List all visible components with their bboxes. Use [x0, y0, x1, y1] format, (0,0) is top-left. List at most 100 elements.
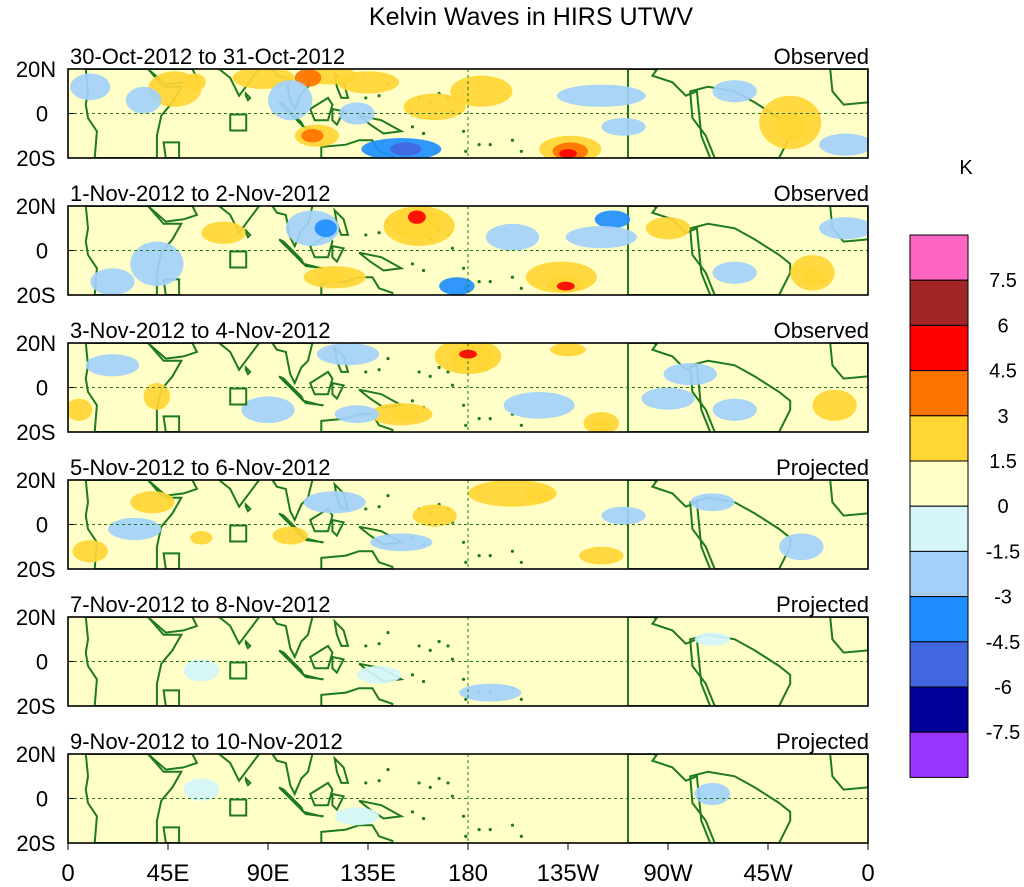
panel: 9-Nov-2012 to 10-Nov-2012 Projected 20N 0 20…	[16, 729, 869, 856]
coastline	[84, 754, 184, 843]
island	[477, 828, 481, 832]
colorbar-swatch	[909, 686, 969, 733]
island	[446, 781, 450, 785]
coastline	[689, 633, 792, 706]
coastline	[829, 480, 868, 517]
coastline	[333, 755, 350, 784]
anomaly-contour	[601, 117, 646, 136]
x-tick-label: 180	[448, 860, 488, 887]
y-tick-label: 20N	[16, 57, 56, 82]
coastline	[300, 810, 324, 818]
island	[510, 823, 515, 827]
coastline	[244, 228, 252, 239]
colorbar-swatch	[909, 324, 969, 372]
coastline	[689, 770, 792, 843]
island	[510, 275, 515, 279]
colorbar-level-label: 0	[997, 496, 1008, 518]
anomaly-contour	[485, 223, 540, 251]
island	[421, 679, 426, 684]
island	[488, 280, 492, 284]
anomaly-contour	[108, 517, 162, 541]
island	[364, 781, 368, 785]
colorbar-swatch	[909, 234, 969, 281]
coastline	[217, 480, 261, 509]
x-tick-label: 135E	[340, 860, 396, 887]
anomaly-contour	[819, 133, 868, 156]
coastline	[331, 792, 346, 812]
coastline	[627, 343, 712, 432]
island	[446, 370, 450, 374]
anomaly-contour	[130, 491, 175, 514]
anomaly-contour	[712, 80, 757, 103]
y-tick-label: 20S	[16, 831, 55, 856]
coastline	[308, 644, 334, 670]
colorbar-level-label: -1.5	[986, 541, 1020, 563]
colorbar-level-label: 4.5	[989, 361, 1017, 383]
colorbar-swatch	[909, 596, 969, 643]
anomaly-contour	[183, 659, 220, 682]
island	[519, 560, 523, 564]
anomaly-contour	[403, 93, 466, 121]
y-tick-label: 20S	[16, 146, 55, 171]
anomaly-contour	[450, 75, 513, 107]
colorbar-swatch	[909, 641, 969, 688]
anomaly-contour	[183, 778, 220, 801]
anomaly-contour	[579, 546, 624, 565]
region-box	[229, 387, 248, 406]
island	[461, 677, 466, 681]
island	[461, 540, 466, 544]
island	[477, 554, 481, 558]
x-tick-label: 0	[61, 860, 74, 887]
colorbar-swatch	[909, 370, 969, 417]
anomaly-contour	[241, 396, 295, 424]
coastline	[146, 343, 199, 360]
island	[377, 779, 381, 783]
anomaly-contour	[285, 210, 340, 247]
island	[519, 286, 523, 290]
island	[461, 814, 466, 818]
anomaly-contour	[663, 363, 717, 386]
coastline	[146, 754, 199, 771]
panel-period-label: 1-Nov-2012 to 2-Nov-2012	[70, 181, 330, 206]
region-box	[229, 798, 248, 817]
anomaly-contour	[690, 493, 735, 512]
island	[410, 399, 415, 403]
coastline	[829, 69, 868, 106]
colorbar-level-label: 6	[997, 315, 1008, 337]
island	[488, 554, 492, 558]
panel-period-label: 30-Oct-2012 to 31-Oct-2012	[70, 44, 345, 69]
coastline	[278, 375, 305, 402]
coastline	[84, 617, 184, 706]
colorbar-unit-label: K	[959, 157, 973, 179]
anomaly-contour	[334, 405, 380, 424]
coastline	[146, 206, 199, 223]
coastline	[627, 69, 712, 158]
anomaly-contour	[592, 418, 611, 432]
panel-status-label: Observed	[774, 44, 869, 69]
anomaly-contour	[819, 217, 868, 240]
colorbar-level-label: -3	[994, 587, 1012, 609]
chart-title: Kelvin Waves in HIRS UTWV	[369, 3, 693, 31]
anomaly-contour	[68, 398, 93, 421]
island	[450, 657, 455, 661]
x-tick-label: 45E	[147, 860, 190, 887]
island	[461, 403, 466, 407]
coastline	[217, 69, 261, 98]
island	[446, 644, 450, 648]
island	[377, 642, 381, 646]
coastline	[308, 781, 334, 807]
colorbar-level-label: 7.5	[989, 270, 1017, 292]
region-box	[229, 524, 248, 543]
colorbar: K 7.5 6 4.5 3 1.5 0 -1.5 -3 -4.5 -6 -7.5	[909, 157, 1020, 778]
region-box	[229, 250, 248, 269]
island	[410, 673, 415, 677]
island	[386, 630, 390, 635]
y-tick-label: 20N	[16, 742, 56, 767]
coastline	[244, 502, 252, 513]
anomaly-contour	[392, 407, 420, 421]
colorbar-swatch	[909, 279, 969, 326]
coastline	[271, 343, 314, 386]
panel-status-label: Observed	[774, 181, 869, 206]
y-tick-label: 20N	[16, 468, 56, 493]
